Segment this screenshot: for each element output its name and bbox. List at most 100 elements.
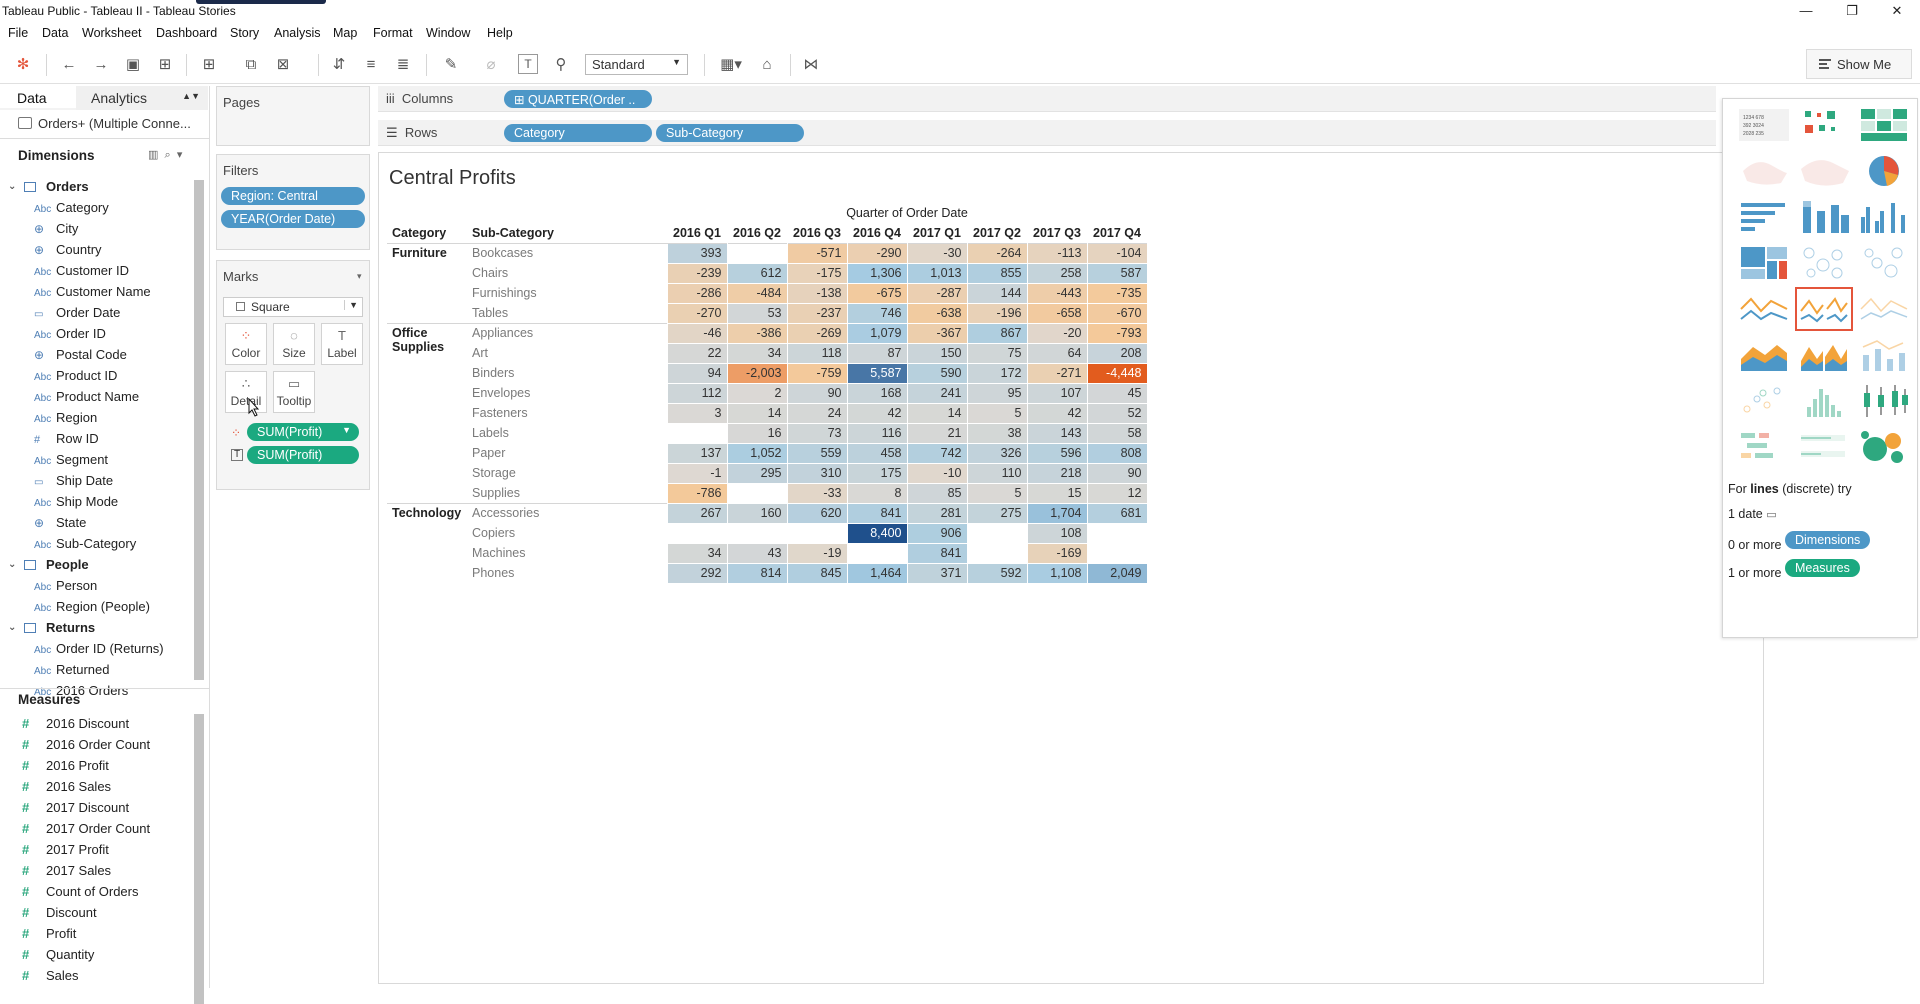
measure-field[interactable]: #2016 Profit bbox=[22, 755, 109, 776]
profit-cell[interactable]: 22 bbox=[666, 342, 728, 364]
duplicate-sheet-icon[interactable]: ⧉ bbox=[245, 56, 257, 73]
dimension-field[interactable]: Abc Returned bbox=[34, 659, 109, 680]
swap-icon[interactable]: ⇵ bbox=[332, 56, 346, 73]
profit-cell[interactable]: -675 bbox=[846, 282, 908, 304]
collapse-icon[interactable]: ⌄ bbox=[8, 559, 17, 570]
menu-worksheet[interactable]: Worksheet bbox=[82, 26, 142, 40]
profit-cell[interactable] bbox=[966, 542, 1028, 564]
show-me-side-by-side-bars-icon[interactable] bbox=[1857, 197, 1911, 237]
profit-cell[interactable]: 1,079 bbox=[846, 322, 908, 344]
pages-card[interactable]: Pages bbox=[216, 86, 370, 146]
columns-shelf[interactable]: iii Columns ⊞ QUARTER(Order .. bbox=[378, 86, 1716, 112]
column-header[interactable]: 2017 Q4 bbox=[1093, 225, 1141, 240]
profit-cell[interactable]: -169 bbox=[1026, 542, 1088, 564]
profit-cell[interactable]: 681 bbox=[1086, 502, 1148, 524]
menu-file[interactable]: File bbox=[8, 26, 29, 40]
profit-cell[interactable]: -20 bbox=[1026, 322, 1088, 344]
profit-cell[interactable]: 16 bbox=[726, 422, 788, 444]
profit-cell[interactable]: 592 bbox=[966, 562, 1028, 584]
profit-cell[interactable]: 14 bbox=[726, 402, 788, 424]
profit-cell[interactable]: -367 bbox=[906, 322, 968, 344]
profit-cell[interactable]: 5 bbox=[966, 402, 1028, 424]
profit-cell[interactable]: -271 bbox=[1026, 362, 1088, 384]
profit-cell[interactable]: 108 bbox=[1026, 522, 1088, 544]
sub-category-cell[interactable]: Envelopes bbox=[472, 386, 531, 400]
profit-cell[interactable]: 52 bbox=[1086, 402, 1148, 424]
new-datasource-icon[interactable]: ⊞ bbox=[158, 56, 172, 73]
label-pill-sum-profit[interactable]: SUM(Profit) bbox=[247, 446, 359, 464]
filter-pill-region[interactable]: Region: Central bbox=[221, 187, 365, 205]
row-header[interactable]: Category bbox=[392, 225, 447, 240]
table-people[interactable]: ⌄ People bbox=[0, 554, 89, 575]
profit-cell[interactable]: 267 bbox=[666, 502, 728, 524]
show-me-box-whisker-icon[interactable] bbox=[1857, 381, 1911, 421]
column-header[interactable]: 2016 Q2 bbox=[733, 225, 781, 240]
profit-cell[interactable]: 281 bbox=[906, 502, 968, 524]
menu-window[interactable]: Window bbox=[426, 26, 471, 40]
profit-cell[interactable]: 15 bbox=[1026, 482, 1088, 504]
measure-field[interactable]: # Sales bbox=[22, 965, 79, 986]
rows-pill-sub-category[interactable]: Sub-Category bbox=[656, 124, 804, 142]
show-me-text-table-icon[interactable]: 1234 678 392 3024 2028 235 bbox=[1737, 105, 1791, 145]
profit-cell[interactable]: 8 bbox=[846, 482, 908, 504]
column-header[interactable]: 2016 Q4 bbox=[853, 225, 901, 240]
profit-cell[interactable]: 258 bbox=[1026, 262, 1088, 284]
profit-cell[interactable]: 855 bbox=[966, 262, 1028, 284]
profit-cell[interactable]: 2,049 bbox=[1086, 562, 1148, 584]
dimension-field[interactable]: Abc 2016 Orders bbox=[34, 680, 128, 701]
table-returns[interactable]: ⌄ Returns bbox=[0, 617, 95, 638]
category-cell[interactable]: Furniture bbox=[387, 242, 467, 323]
menu-analysis[interactable]: Analysis bbox=[274, 26, 321, 40]
table-orders[interactable]: ⌄ Orders bbox=[0, 176, 89, 197]
show-labels-icon[interactable]: T bbox=[518, 54, 538, 74]
measure-field[interactable]: #2016 Sales bbox=[22, 776, 111, 797]
profit-cell[interactable]: -670 bbox=[1086, 302, 1148, 324]
profit-cell[interactable]: 90 bbox=[1086, 462, 1148, 484]
profit-cell[interactable]: 612 bbox=[726, 262, 788, 284]
profit-cell[interactable]: 5 bbox=[966, 482, 1028, 504]
presentation-mode-icon[interactable]: ⌂ bbox=[762, 56, 772, 73]
profit-cell[interactable]: 292 bbox=[666, 562, 728, 584]
profit-cell[interactable]: -735 bbox=[1086, 282, 1148, 304]
profit-cell[interactable]: 95 bbox=[966, 382, 1028, 404]
category-cell[interactable]: Technology bbox=[387, 502, 467, 583]
profit-cell[interactable]: 172 bbox=[966, 362, 1028, 384]
detail-button[interactable]: ∴ Detail bbox=[225, 371, 267, 413]
profit-cell[interactable]: 295 bbox=[726, 462, 788, 484]
profit-cell[interactable]: 275 bbox=[966, 502, 1028, 524]
show-me-filled-map-icon[interactable] bbox=[1797, 151, 1851, 191]
profit-cell[interactable]: 814 bbox=[726, 562, 788, 584]
search-icon[interactable]: ⌕ bbox=[164, 149, 171, 161]
show-me-heat-map-icon[interactable] bbox=[1797, 105, 1851, 145]
profit-cell[interactable]: 107 bbox=[1026, 382, 1088, 404]
column-header[interactable]: 2017 Q1 bbox=[913, 225, 961, 240]
profit-cell[interactable] bbox=[966, 522, 1028, 544]
profit-cell[interactable]: 559 bbox=[786, 442, 848, 464]
dimension-field[interactable]: Abc Customer Name bbox=[34, 281, 151, 302]
profit-cell[interactable]: -290 bbox=[846, 242, 908, 264]
dimension-field[interactable]: ⊕ State bbox=[34, 512, 86, 533]
profit-cell[interactable]: 587 bbox=[1086, 262, 1148, 284]
measures-scrollbar[interactable] bbox=[194, 714, 204, 1004]
show-me-bullet-graph-icon[interactable] bbox=[1797, 427, 1851, 467]
profit-cell[interactable]: 841 bbox=[906, 542, 968, 564]
show-me-horizontal-bars-icon[interactable] bbox=[1737, 197, 1791, 237]
sub-category-cell[interactable]: Paper bbox=[472, 446, 506, 460]
measure-field[interactable]: # Profit bbox=[22, 923, 76, 944]
redo-icon[interactable]: → bbox=[93, 56, 109, 73]
profit-cell[interactable]: -571 bbox=[786, 242, 848, 264]
profit-cell[interactable]: -239 bbox=[666, 262, 728, 284]
measure-field[interactable]: #2017 Profit bbox=[22, 839, 109, 860]
show-me-discrete-lines-icon[interactable] bbox=[1795, 287, 1853, 331]
share-icon[interactable]: ⋈ bbox=[803, 56, 819, 73]
mark-type-select[interactable]: Square ▼ bbox=[223, 297, 363, 317]
profit-cell[interactable]: 45 bbox=[1086, 382, 1148, 404]
profit-cell[interactable]: -658 bbox=[1026, 302, 1088, 324]
restore-icon[interactable]: ❐ bbox=[1846, 3, 1858, 18]
profit-cell[interactable] bbox=[726, 522, 788, 544]
profit-cell[interactable]: 21 bbox=[906, 422, 968, 444]
filters-card[interactable]: Filters Region: Central YEAR(Order Date) bbox=[216, 154, 370, 250]
profit-cell[interactable]: 87 bbox=[846, 342, 908, 364]
sub-category-cell[interactable]: Bookcases bbox=[467, 242, 667, 263]
measure-field[interactable]: # Discount bbox=[22, 902, 97, 923]
